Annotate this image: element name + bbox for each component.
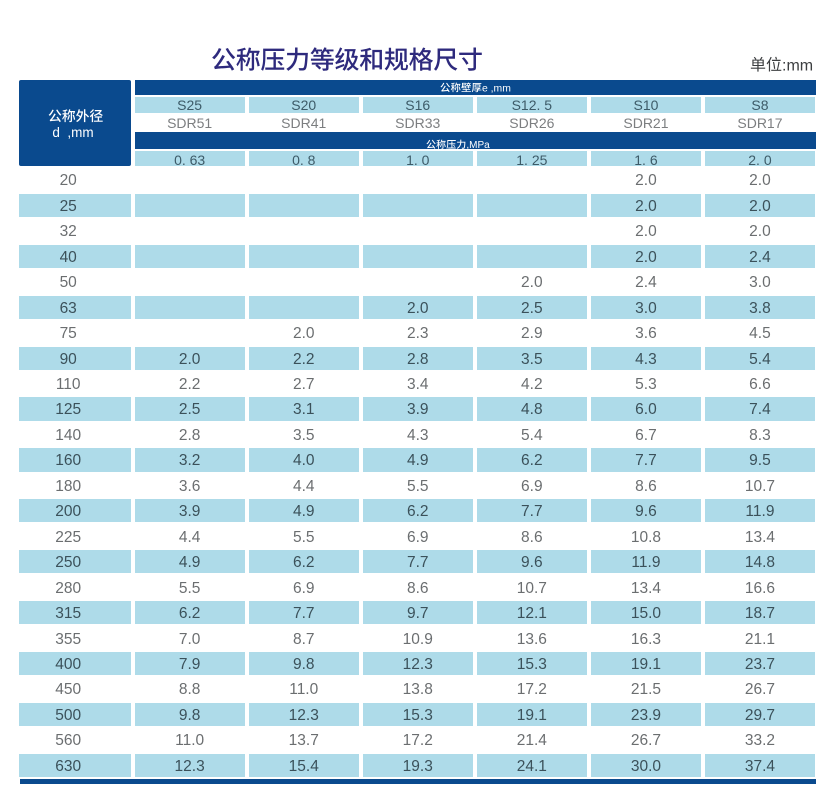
svg-text::mm: :mm bbox=[782, 57, 813, 74]
svg-text:,MPa: ,MPa bbox=[466, 140, 490, 151]
svg-text:e ,mm: e ,mm bbox=[482, 84, 511, 95]
